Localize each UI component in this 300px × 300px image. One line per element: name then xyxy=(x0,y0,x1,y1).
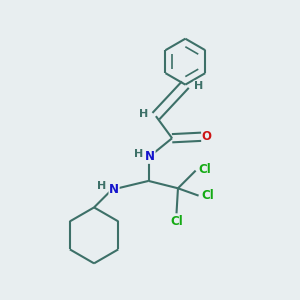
Text: N: N xyxy=(109,183,119,196)
Text: H: H xyxy=(194,81,203,91)
Text: H: H xyxy=(139,109,148,119)
Text: Cl: Cl xyxy=(201,189,214,202)
Text: H: H xyxy=(97,181,106,191)
Text: Cl: Cl xyxy=(171,215,184,228)
Text: O: O xyxy=(202,130,212,143)
Text: H: H xyxy=(134,149,144,159)
Text: N: N xyxy=(145,150,155,163)
Text: Cl: Cl xyxy=(198,163,211,176)
